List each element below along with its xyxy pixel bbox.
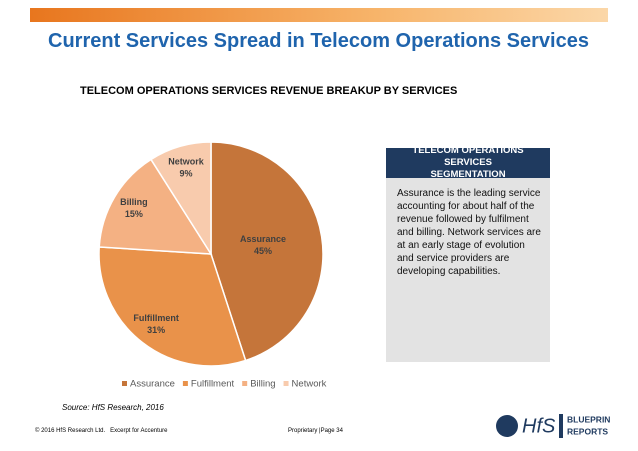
legend-swatch [122,381,127,386]
slice-label: Assurance [240,234,286,244]
slice-value: 15% [125,209,143,219]
chart: Assurance 45% Fulfillment 31% Billing 15% Netw… [98,141,327,390]
pie-slice [98,246,247,367]
chart-title: TELECOM OPERATIONS SERVICES REVENUE BREA… [80,85,458,97]
logo-divider [559,414,563,438]
slice-value: 45% [254,246,272,256]
legend-label: Billing [250,379,275,390]
slice-value: 9% [179,168,192,178]
slide-title: Current Services Spread in Telecom Opera… [48,30,589,52]
legend-swatch [283,381,289,386]
legend-swatch [182,381,188,386]
legend-label: Network [292,379,327,390]
slice-label: Billing [120,197,148,207]
legend-swatch [242,381,248,386]
slice-label: Network [168,156,205,166]
panel-text: Assurance is the leading service account… [386,178,550,362]
legend-label: Assurance [130,379,175,390]
slice-label: Fulfillment [133,313,179,323]
logo-line: REPORTS [567,426,608,436]
pie-slice [210,141,324,362]
pie-slice [149,141,212,257]
header-bar [30,8,608,22]
logo-brand: HfS [522,415,556,437]
source: Source: HfS Research, 2016 [62,403,164,412]
logo: HfS BLUEPRINT REPORTS [496,414,610,438]
logo-line: BLUEPRINT [567,414,610,424]
pie-slice [98,158,213,255]
slice-value: 31% [147,325,165,335]
logo-icon [496,415,518,437]
panel-title: TELECOM OPERATIONS SERVICES SEGMENTATION [386,145,550,180]
legend-label: Fulfillment [191,379,235,390]
footer-left: © 2016 HfS Research Ltd. Excerpt for Acc… [35,428,168,434]
footer-right: Proprietary |Page 34 [288,428,343,434]
